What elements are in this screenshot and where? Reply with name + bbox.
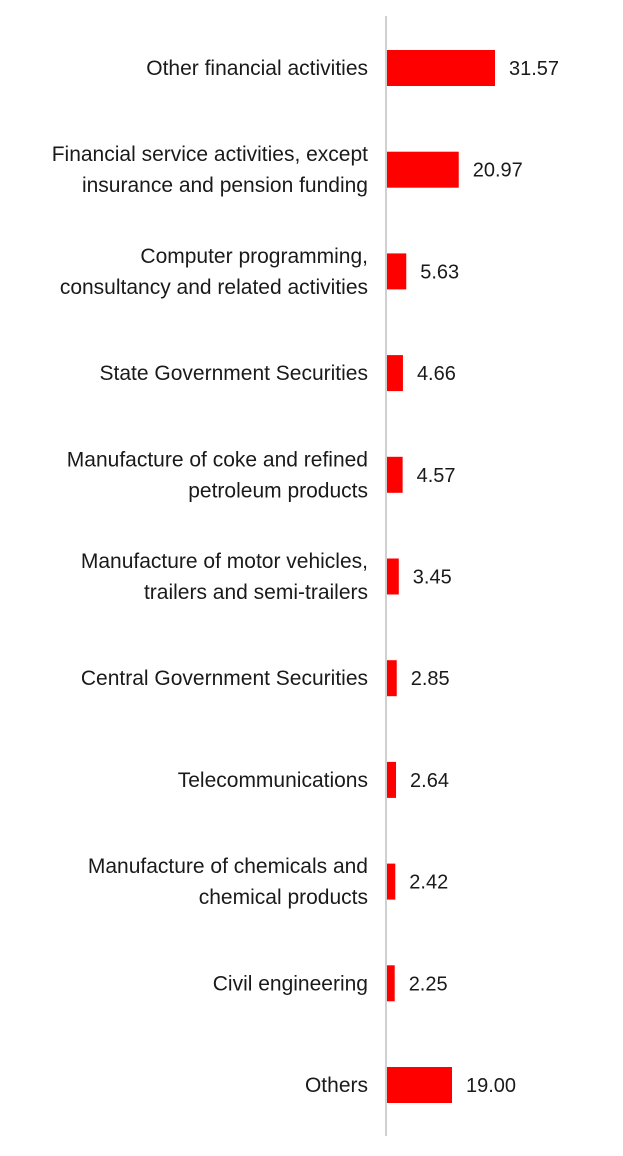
bar-10 [387,1067,452,1103]
bar-9 [387,965,395,1002]
category-label-line: trailers and semi-trailers [144,581,368,604]
value-label-4: 4.57 [417,465,456,487]
category-label-line: insurance and pension funding [82,174,368,197]
category-label-5: Manufacture of motor vehicles, trailers a… [81,550,368,604]
value-labels-group: 31.57 20.97 5.63 4.66 4.57 3.45 2.85 2.64 2.42 2.… [409,58,559,1097]
category-label-9: Civil engineering [213,972,368,995]
category-label-line: Manufacture of coke and refined [67,448,368,471]
category-label-line: Other financial activities [146,57,368,80]
category-label-10: Others [305,1074,368,1097]
category-labels-group: Other financial activities Financial serv… [52,57,368,1097]
category-label-line: Manufacture of chemicals and [88,855,368,878]
category-label-line: Computer programming, [140,245,368,268]
category-label-line: Telecommunications [178,769,368,792]
category-label-6: Central Government Securities [81,667,368,690]
bar-1 [387,151,459,188]
category-label-line: Civil engineering [213,972,368,995]
value-label-0: 31.57 [509,58,559,80]
category-label-7: Telecommunications [178,769,368,792]
category-label-line: Central Government Securities [81,667,368,690]
value-label-1: 20.97 [473,160,523,182]
bar-2 [387,253,407,290]
value-label-3: 4.66 [417,363,456,385]
category-label-4: Manufacture of coke and refined petroleum… [67,448,368,502]
bar-0 [387,50,495,86]
value-label-9: 2.25 [409,973,448,995]
category-label-line: chemical products [199,886,368,909]
category-label-1: Financial service activities, except insu… [52,143,368,197]
bar-6 [387,660,397,697]
category-label-8: Manufacture of chemicals and chemical pro… [88,855,368,909]
category-label-line: petroleum products [188,479,368,502]
value-label-6: 2.85 [411,668,450,690]
value-label-10: 19.00 [466,1075,516,1097]
category-label-line: Financial service activities, except [52,143,368,166]
category-label-line: Manufacture of motor vehicles, [81,550,368,573]
category-label-line: State Government Securities [100,362,368,385]
value-label-2: 5.63 [420,261,459,283]
bars-group [387,50,495,1103]
bar-4 [387,456,403,493]
category-label-3: State Government Securities [100,362,368,385]
bar-7 [387,761,397,798]
category-label-line: Others [305,1074,368,1097]
category-label-0: Other financial activities [146,57,368,80]
bar-8 [387,863,396,900]
value-label-5: 3.45 [413,567,452,589]
bar-3 [387,355,403,392]
category-label-line: consultancy and related activities [60,276,368,299]
value-label-8: 2.42 [409,872,448,894]
category-label-2: Computer programming, consultancy and rel… [60,245,368,299]
value-label-7: 2.64 [410,770,449,792]
bar-5 [387,558,399,595]
